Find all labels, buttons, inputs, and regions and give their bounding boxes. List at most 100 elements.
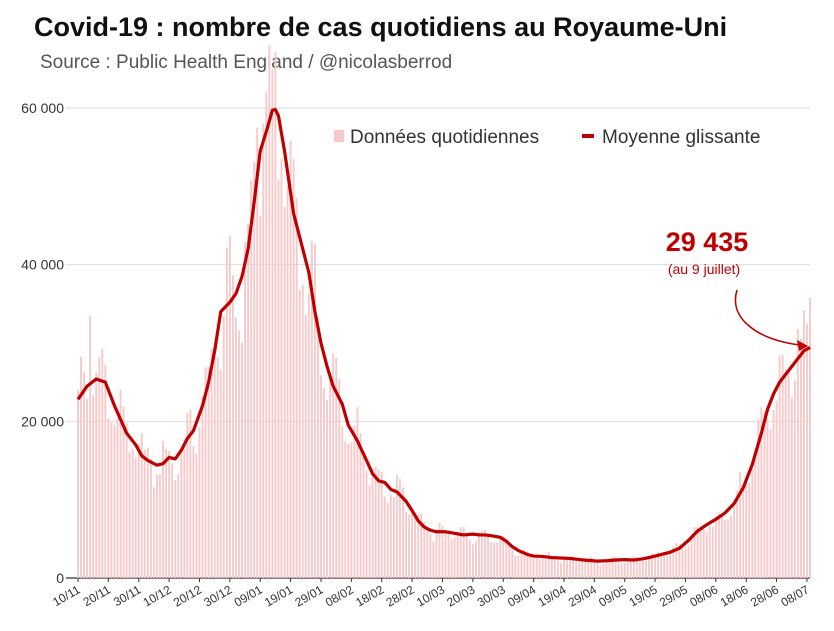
- daily-bar: [799, 338, 802, 578]
- legend: Données quotidiennes Moyenne glissante: [334, 127, 760, 148]
- legend-bars-label: Données quotidiennes: [350, 127, 539, 148]
- daily-bar: [520, 552, 523, 578]
- daily-bar: [654, 554, 657, 578]
- daily-bar: [137, 443, 140, 578]
- daily-bar: [581, 560, 584, 578]
- daily-bar: [736, 490, 739, 578]
- daily-bar: [620, 562, 623, 578]
- daily-bar: [529, 555, 532, 578]
- daily-bar: [806, 323, 808, 578]
- daily-bar: [602, 563, 605, 578]
- daily-bar: [657, 552, 660, 578]
- daily-bar: [511, 545, 514, 578]
- daily-bar: [611, 556, 614, 578]
- daily-bar: [304, 314, 307, 578]
- y-tick-labels: 0 20 000 40 000 60 000: [21, 100, 64, 586]
- daily-bar: [623, 563, 626, 578]
- daily-bar: [162, 441, 164, 578]
- daily-bar: [471, 544, 474, 578]
- daily-bar: [748, 482, 751, 578]
- daily-bar: [669, 551, 672, 578]
- daily-bar: [380, 471, 383, 578]
- daily-bar: [110, 422, 113, 578]
- daily-bar: [435, 529, 438, 578]
- daily-bar: [119, 389, 122, 578]
- daily-bar: [186, 412, 189, 578]
- daily-bar: [392, 497, 395, 578]
- x-tick-label: 19/01: [262, 582, 295, 609]
- daily-bar: [216, 357, 219, 578]
- daily-bar: [417, 513, 420, 578]
- daily-bar: [335, 357, 338, 578]
- daily-bar: [626, 560, 629, 578]
- daily-bar: [502, 535, 505, 578]
- x-tick-label: 19/05: [627, 582, 660, 609]
- daily-bar: [720, 515, 723, 578]
- daily-bars: [77, 45, 811, 579]
- daily-bar: [368, 485, 371, 578]
- daily-bar: [168, 450, 171, 578]
- daily-bar: [238, 330, 240, 578]
- daily-bar: [310, 240, 313, 578]
- daily-bar: [775, 401, 778, 578]
- daily-bar: [131, 448, 134, 578]
- daily-bar: [702, 525, 705, 578]
- daily-bar: [98, 356, 101, 578]
- daily-bar: [177, 473, 180, 578]
- x-tick-label: 18/02: [353, 582, 386, 609]
- daily-bar: [198, 427, 201, 578]
- annotation-arrowhead: [797, 340, 808, 351]
- legend-line-label: Moyenne glissante: [602, 127, 760, 148]
- daily-bar: [159, 473, 161, 578]
- daily-bar: [505, 538, 508, 578]
- daily-bar: [517, 555, 520, 578]
- daily-bar: [332, 353, 335, 578]
- daily-bar: [487, 535, 489, 578]
- daily-bar: [660, 555, 663, 578]
- x-tick-label: 20/11: [81, 582, 114, 609]
- daily-bar: [730, 515, 732, 578]
- daily-bar: [426, 526, 429, 578]
- daily-bar: [183, 439, 186, 578]
- y-tick-label: 40 000: [21, 257, 64, 273]
- daily-bar: [468, 539, 471, 578]
- daily-bar: [663, 555, 666, 578]
- daily-bar: [107, 418, 110, 578]
- x-tick-label: 20/03: [444, 582, 477, 609]
- daily-bar: [760, 407, 763, 578]
- daily-bar: [83, 372, 86, 578]
- daily-bar: [222, 316, 225, 578]
- x-axis: [77, 578, 808, 582]
- daily-bar: [80, 356, 82, 578]
- daily-bar: [569, 556, 571, 578]
- x-tick-label: 10/12: [141, 582, 174, 609]
- chart-subtitle: Source : Public Health England / @nicola…: [40, 52, 453, 73]
- daily-bar: [523, 550, 526, 578]
- daily-bar: [596, 563, 599, 578]
- annotation-arrow: [734, 289, 801, 346]
- daily-bar: [320, 375, 322, 578]
- daily-bar: [809, 297, 811, 578]
- daily-bar: [295, 198, 298, 579]
- daily-bar: [584, 558, 587, 578]
- daily-bar: [438, 522, 441, 578]
- daily-bar: [347, 443, 350, 578]
- x-tick-label: 29/01: [292, 582, 325, 609]
- daily-bar: [477, 532, 480, 578]
- daily-bar: [235, 317, 237, 578]
- x-tick-label: 10/11: [50, 582, 83, 609]
- x-tick-label: 30/03: [475, 582, 508, 609]
- daily-bar: [638, 561, 641, 578]
- daily-bar: [134, 457, 137, 578]
- daily-bar: [271, 68, 274, 579]
- rolling-average-line: [76, 107, 811, 563]
- daily-bar: [399, 479, 401, 578]
- daily-bar: [465, 532, 468, 578]
- daily-bar: [386, 502, 389, 578]
- daily-bar: [101, 348, 104, 578]
- daily-bar: [292, 159, 295, 578]
- daily-bar: [681, 548, 684, 578]
- chart-title: Covid-19 : nombre de cas quotidiens au R…: [34, 12, 728, 42]
- daily-bar: [210, 348, 213, 578]
- daily-bar: [699, 526, 702, 578]
